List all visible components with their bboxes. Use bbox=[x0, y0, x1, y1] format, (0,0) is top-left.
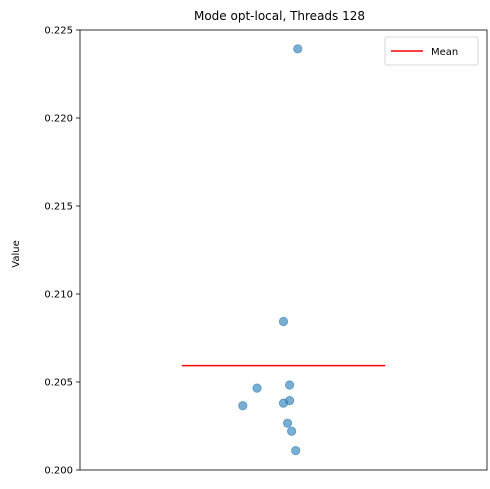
data-point bbox=[252, 383, 262, 393]
legend-box bbox=[384, 36, 479, 66]
data-points bbox=[238, 44, 303, 456]
data-point bbox=[293, 44, 303, 54]
legend: Mean bbox=[384, 36, 479, 66]
data-point bbox=[278, 398, 289, 408]
y-axis: 0.200 0.205 0.210 0.215 0.220 0.225 bbox=[44, 26, 80, 477]
data-point bbox=[285, 380, 295, 390]
y-tick-label: 0.215 bbox=[44, 202, 73, 213]
data-point bbox=[278, 316, 289, 327]
data-point bbox=[238, 401, 248, 411]
legend-mean-label: Mean bbox=[431, 47, 458, 58]
y-axis-label: Value bbox=[11, 240, 22, 267]
data-point bbox=[291, 446, 301, 456]
y-tick-label: 0.225 bbox=[44, 26, 73, 37]
chart-title: Mode opt-local, Threads 128 bbox=[194, 9, 365, 23]
y-tick-label: 0.200 bbox=[44, 466, 73, 477]
plot-frame bbox=[79, 29, 488, 471]
y-tick-label: 0.220 bbox=[44, 114, 73, 125]
y-tick-label: 0.210 bbox=[44, 290, 73, 301]
data-point bbox=[282, 418, 293, 428]
data-point bbox=[287, 426, 297, 436]
y-tick-label: 0.205 bbox=[44, 378, 73, 389]
